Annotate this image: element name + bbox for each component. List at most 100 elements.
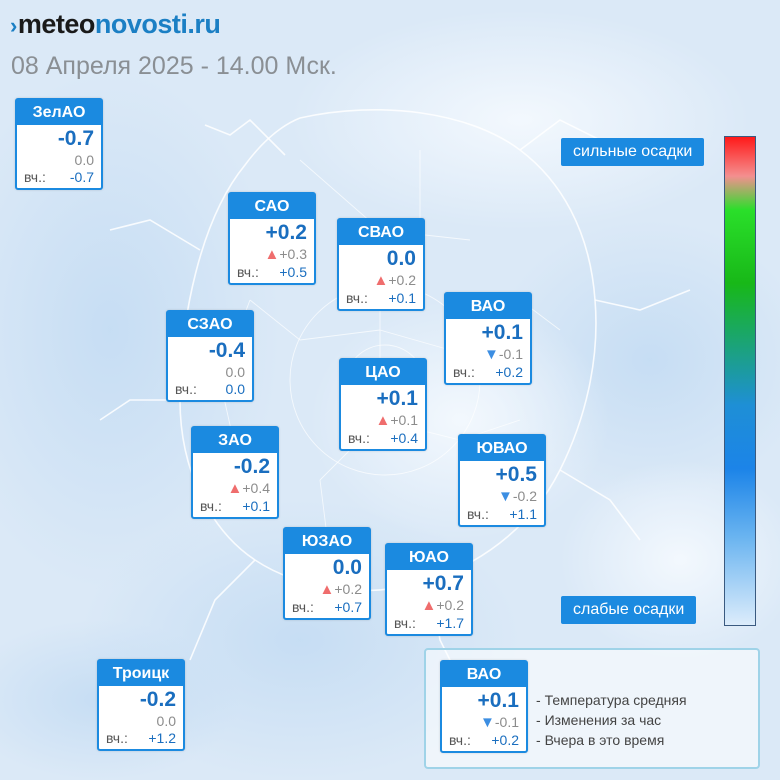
logo-text-meteo: meteo (17, 9, 96, 39)
district-temperature: -0.7 (57, 127, 94, 150)
hour-change-value: +0.4 (242, 480, 270, 496)
district-temperature: 0.0 (386, 247, 416, 270)
district-name: СЗАО (168, 312, 252, 337)
hour-change: ▲+0.2 (285, 581, 369, 598)
hour-change: 0.0 (168, 364, 252, 380)
yesterday-value: +0.5 (279, 264, 307, 280)
district-temperature: +0.1 (376, 387, 418, 410)
hour-change: ▲+0.2 (387, 597, 471, 614)
district-temperature: +0.2 (265, 221, 307, 244)
district-name: ЮЗАО (285, 529, 369, 554)
yesterday-value: +0.1 (388, 290, 416, 306)
hour-change-value: -0.1 (494, 714, 519, 730)
hour-change-value: 0.0 (225, 364, 245, 380)
yesterday-label: вч.: (200, 498, 222, 514)
yesterday-label: вч.: (467, 506, 489, 522)
yesterday-row: вч.: +1.1 (460, 505, 544, 525)
forecast-datetime: 08 Апреля 2025 - 14.00 Мск. (11, 52, 337, 80)
legend-line-avg-temp: Температура средняя (536, 690, 687, 710)
yesterday-label: вч.: (175, 381, 197, 397)
yesterday-row: вч.: +1.7 (387, 614, 471, 634)
hour-change: 0.0 (99, 713, 183, 729)
yesterday-label: вч.: (237, 264, 259, 280)
arrow-up-icon: ▲ (421, 597, 437, 614)
arrow-down-icon: ▼ (480, 714, 495, 731)
legend-example-card: ВАО +0.1 ▼-0.1 вч.: +0.2 (440, 660, 528, 753)
district-name: ВАО (442, 662, 526, 687)
district-temperature: -0.2 (139, 688, 176, 711)
hour-change-value: +0.2 (388, 272, 416, 288)
district-name: ЮВАО (460, 436, 544, 461)
district-name: ЗАО (193, 428, 277, 453)
yesterday-row: вч.: 0.0 (168, 380, 252, 400)
yesterday-row: вч.: +1.2 (99, 729, 183, 749)
district-card-svao: СВАО 0.0 ▲+0.2 вч.: +0.1 (337, 218, 425, 311)
logo-mark-icon: › (10, 13, 17, 38)
district-name: СВАО (339, 220, 423, 245)
yesterday-row: вч.: +0.1 (339, 289, 423, 309)
hour-change-value: 0.0 (156, 713, 176, 729)
logo-text-novosti: novosti.ru (94, 9, 221, 39)
legend-line-hour-change: Изменения за час (536, 710, 687, 730)
yesterday-row: вч.: +0.7 (285, 598, 369, 618)
yesterday-row: вч.: +0.5 (230, 263, 314, 283)
precipitation-scale-bar (724, 136, 756, 626)
yesterday-row: вч.: +0.4 (341, 429, 425, 449)
hour-change: ▼-0.1 (446, 346, 530, 363)
district-card-cao: ЦАО +0.1 ▲+0.1 вч.: +0.4 (339, 358, 427, 451)
hour-change: ▲+0.2 (339, 272, 423, 289)
yesterday-value: +0.4 (390, 430, 418, 446)
yesterday-value: +1.1 (509, 506, 537, 522)
yesterday-row: вч.: -0.7 (17, 168, 101, 188)
hour-change-value: -0.1 (498, 346, 523, 362)
yesterday-row: вч.: +0.1 (193, 497, 277, 517)
district-name: САО (230, 194, 314, 219)
yesterday-label: вч.: (292, 599, 314, 615)
arrow-up-icon: ▲ (373, 272, 389, 289)
yesterday-row: вч.: +0.2 (446, 363, 530, 383)
district-temperature: +0.1 (481, 321, 523, 344)
yesterday-value: +0.7 (334, 599, 362, 615)
yesterday-label: вч.: (449, 732, 471, 748)
arrow-up-icon: ▲ (375, 412, 391, 429)
district-temperature: +0.5 (495, 463, 537, 486)
yesterday-value: +1.2 (148, 730, 176, 746)
yesterday-value: +0.2 (495, 364, 523, 380)
arrow-down-icon: ▼ (484, 346, 499, 363)
yesterday-value: 0.0 (225, 381, 245, 397)
scale-label-light: слабые осадки (561, 596, 697, 624)
district-card-sao: САО +0.2 ▲+0.3 вч.: +0.5 (228, 192, 316, 285)
arrow-down-icon: ▼ (498, 488, 513, 505)
hour-change: 0.0 (17, 152, 101, 168)
site-logo[interactable]: ›meteonovosti.ru (10, 8, 221, 42)
yesterday-value: +0.1 (242, 498, 270, 514)
district-card-vao: ВАО +0.1 ▼-0.1 вч.: +0.2 (444, 292, 532, 385)
hour-change: ▲+0.4 (193, 480, 277, 497)
district-card-yuzao: ЮЗАО 0.0 ▲+0.2 вч.: +0.7 (283, 527, 371, 620)
district-name: ЦАО (341, 360, 425, 385)
hour-change-value: +0.1 (390, 412, 418, 428)
district-card-zao: ЗАО -0.2 ▲+0.4 вч.: +0.1 (191, 426, 279, 519)
arrow-up-icon: ▲ (264, 246, 280, 263)
district-name: ЮАО (387, 545, 471, 570)
district-card-szao: СЗАО -0.4 0.0 вч.: 0.0 (166, 310, 254, 402)
hour-change: ▲+0.1 (341, 412, 425, 429)
district-card-troitsk: Троицк -0.2 0.0 вч.: +1.2 (97, 659, 185, 751)
yesterday-value: +0.2 (491, 732, 519, 748)
yesterday-label: вч.: (106, 730, 128, 746)
yesterday-label: вч.: (453, 364, 475, 380)
hour-change: ▲+0.3 (230, 246, 314, 263)
district-temperature: +0.7 (422, 572, 464, 595)
arrow-up-icon: ▲ (319, 581, 335, 598)
hour-change-value: +0.2 (334, 581, 362, 597)
yesterday-label: вч.: (348, 430, 370, 446)
scale-label-heavy: сильные осадки (561, 138, 705, 166)
arrow-up-icon: ▲ (227, 480, 243, 497)
district-name: Троицк (99, 661, 183, 686)
legend-line-yesterday: Вчера в это время (536, 730, 687, 750)
legend: ВАО +0.1 ▼-0.1 вч.: +0.2 Температура сред… (424, 648, 760, 769)
district-name: ВАО (446, 294, 530, 319)
district-temperature: 0.0 (332, 556, 362, 579)
hour-change-value: -0.2 (512, 488, 537, 504)
yesterday-value: -0.7 (69, 169, 94, 185)
